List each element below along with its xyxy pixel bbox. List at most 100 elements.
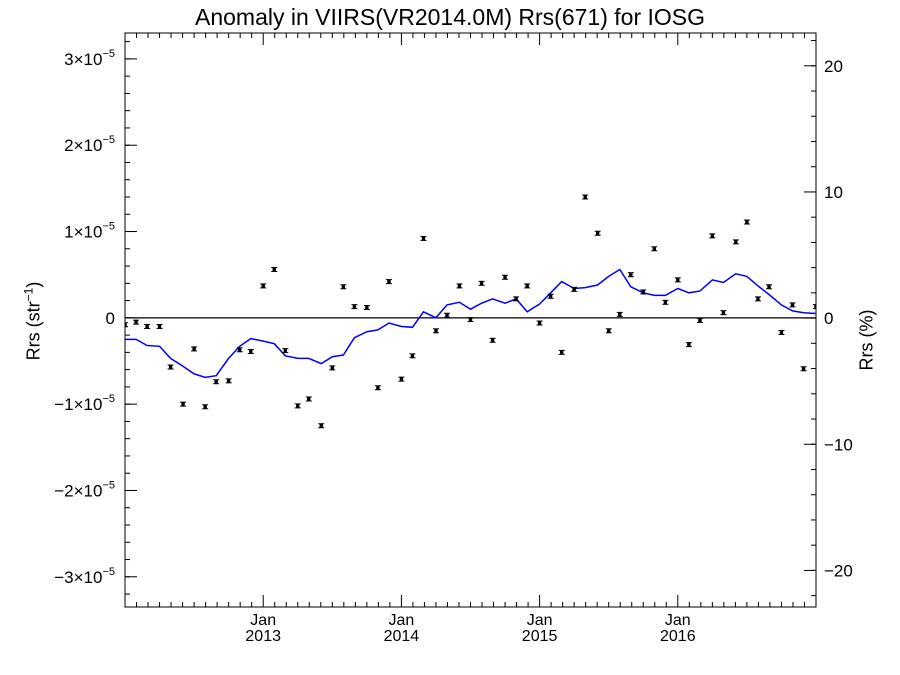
data-point xyxy=(766,284,773,290)
data-point xyxy=(582,194,589,200)
data-point-marker xyxy=(399,377,404,381)
data-point xyxy=(743,219,750,225)
data-point xyxy=(800,366,807,372)
data-point-marker xyxy=(192,347,196,351)
x-tick-label-month: Jan xyxy=(389,612,415,629)
data-point xyxy=(605,328,612,334)
data-point-marker xyxy=(134,320,138,324)
data-point-marker xyxy=(272,267,276,272)
y-tick-mantissa: 1×10 xyxy=(64,223,102,242)
data-point xyxy=(513,296,520,302)
data-point xyxy=(340,284,347,290)
data-point xyxy=(133,319,140,325)
data-point-marker xyxy=(676,278,680,282)
data-point xyxy=(374,385,381,391)
data-point-marker xyxy=(387,279,391,284)
data-point-marker xyxy=(238,348,242,352)
data-point-marker xyxy=(445,313,449,317)
data-point-marker xyxy=(352,304,357,309)
data-point-marker xyxy=(583,195,587,199)
y-tick-mantissa: −3×10 xyxy=(54,568,102,587)
data-point xyxy=(191,346,198,352)
data-point xyxy=(696,317,703,323)
data-point-marker xyxy=(145,324,149,329)
y-tick-exponent: −5 xyxy=(102,48,115,60)
y-tick-label: 1×10−5 xyxy=(64,221,115,242)
data-point xyxy=(813,304,816,310)
data-point xyxy=(674,277,681,283)
y2-tick-label: 10 xyxy=(824,183,843,202)
data-point-marker xyxy=(168,365,173,369)
data-point-marker xyxy=(618,312,622,317)
data-point xyxy=(282,348,289,354)
data-point-marker xyxy=(663,300,668,305)
data-point-marker xyxy=(203,405,207,409)
y2-tick-label: 20 xyxy=(824,57,843,76)
data-point xyxy=(789,302,796,308)
data-point xyxy=(398,376,405,382)
x-tick-label-month: Jan xyxy=(250,612,276,629)
y-tick-label: 2×10−5 xyxy=(64,134,115,155)
x-tick-label-year: 2014 xyxy=(384,628,420,645)
x-tick-label-year: 2016 xyxy=(660,628,696,645)
data-point xyxy=(363,304,370,310)
data-point-marker xyxy=(745,220,749,224)
data-point xyxy=(732,239,739,245)
data-point-marker xyxy=(560,350,564,355)
data-point-marker xyxy=(226,379,231,383)
data-point-marker xyxy=(514,297,518,301)
data-point-marker xyxy=(629,272,633,277)
data-point-marker xyxy=(376,386,380,390)
data-point-marker xyxy=(779,330,784,335)
data-point-marker xyxy=(181,402,185,406)
data-point-marker xyxy=(341,285,346,289)
data-point xyxy=(432,328,439,334)
data-point xyxy=(125,322,128,328)
data-point xyxy=(709,233,716,239)
data-point xyxy=(778,330,785,336)
data-point-marker xyxy=(595,231,600,235)
data-point-marker xyxy=(319,424,323,428)
x-tick-label-month: Jan xyxy=(665,612,691,629)
data-point-marker xyxy=(537,321,542,325)
data-point-marker xyxy=(330,366,335,370)
data-point xyxy=(144,323,151,329)
y-tick-label: −1×10−5 xyxy=(54,393,115,414)
y-tick-label: 0 xyxy=(106,309,115,328)
y-tick-mantissa: 2×10 xyxy=(64,136,102,155)
data-point-marker xyxy=(572,287,576,292)
data-point-marker xyxy=(607,329,611,333)
data-point xyxy=(489,337,496,343)
data-point-marker xyxy=(698,318,702,323)
data-point xyxy=(571,286,578,292)
data-point-marker xyxy=(790,303,795,307)
data-point xyxy=(213,379,220,385)
data-point-marker xyxy=(249,349,253,354)
data-point xyxy=(305,396,312,402)
data-point xyxy=(651,246,658,252)
data-point xyxy=(558,349,565,355)
data-point xyxy=(524,283,531,289)
data-point-marker xyxy=(490,338,495,342)
data-point xyxy=(385,279,392,285)
data-point-marker xyxy=(525,284,529,288)
data-point xyxy=(409,353,416,359)
data-point-marker xyxy=(710,234,715,238)
data-point-marker xyxy=(410,354,415,358)
data-point xyxy=(502,274,509,280)
trend-line xyxy=(125,268,816,379)
data-point xyxy=(271,267,278,273)
y2-tick-label: −10 xyxy=(824,435,853,454)
data-point xyxy=(467,317,474,323)
data-point-marker xyxy=(457,284,462,288)
y-tick-mantissa: −2×10 xyxy=(54,481,102,500)
data-point xyxy=(202,404,209,410)
data-point-marker xyxy=(214,380,218,384)
data-point-marker xyxy=(814,304,816,309)
data-point-marker xyxy=(307,397,311,401)
data-point xyxy=(616,311,623,317)
data-point-marker xyxy=(434,329,438,333)
data-point-marker xyxy=(421,236,426,241)
